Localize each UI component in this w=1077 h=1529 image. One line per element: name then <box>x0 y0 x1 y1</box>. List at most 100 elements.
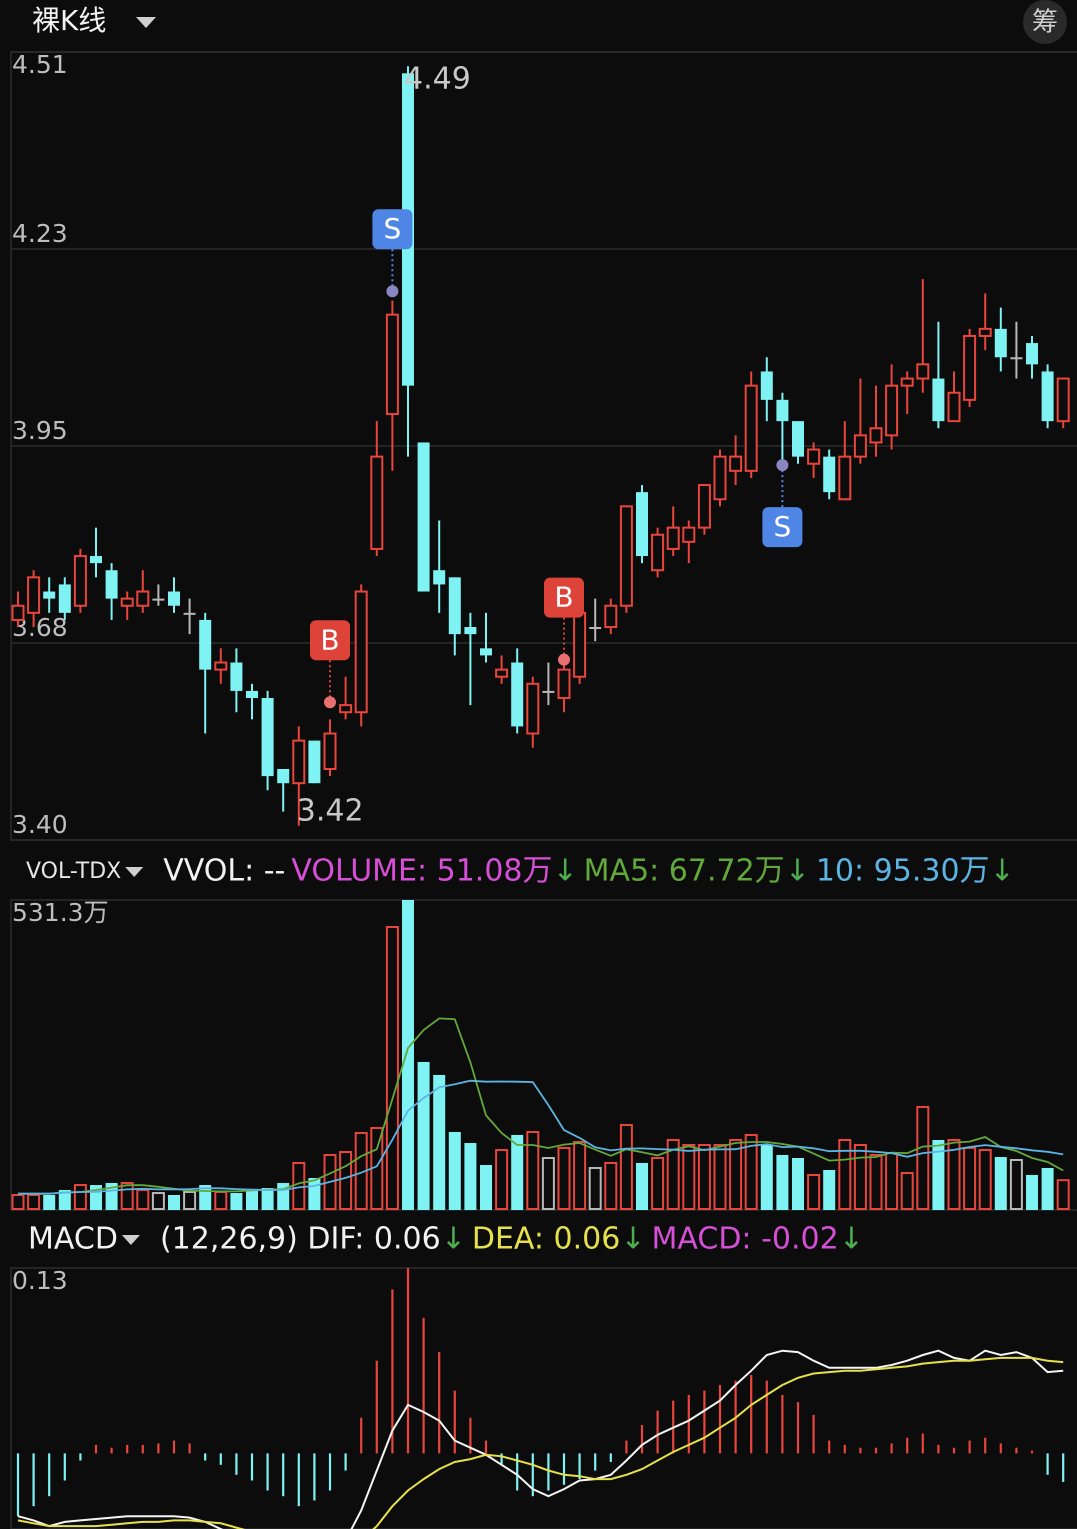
volume-bar <box>339 1151 353 1211</box>
candle-body <box>354 590 368 714</box>
volume-bar <box>183 1190 197 1210</box>
volume-bar <box>838 1138 852 1210</box>
volume-bar <box>636 1162 648 1210</box>
candle-body <box>666 526 680 550</box>
volume-bar <box>73 1184 87 1211</box>
y-tick-label: 0.13 <box>12 1266 68 1295</box>
signal-badge[interactable] <box>544 577 584 618</box>
candle-body <box>27 576 41 614</box>
candle-body <box>932 378 945 422</box>
candle-body <box>261 698 274 777</box>
volume-bar <box>760 1145 773 1210</box>
candle-body <box>744 384 758 472</box>
volume-bar <box>261 1188 274 1210</box>
candle-body <box>994 328 1007 358</box>
dropdown-icon[interactable] <box>125 867 144 877</box>
y-tick-label: 531.3万 <box>12 898 109 927</box>
extreme-label: 4.49 <box>404 62 471 97</box>
candle-body <box>542 690 555 693</box>
volume-bar <box>43 1195 56 1210</box>
chip-button-label[interactable]: 筹 <box>1032 8 1058 38</box>
macd-line <box>17 1356 1064 1529</box>
signal-dot <box>558 653 570 666</box>
candle-body <box>11 604 25 621</box>
signal-badge[interactable] <box>310 620 350 661</box>
signal-dot <box>386 285 399 298</box>
volume-bar <box>541 1157 555 1211</box>
dropdown-icon[interactable] <box>121 1235 140 1245</box>
indicator-label: VVOL: -- <box>163 854 285 889</box>
candle-body <box>682 526 696 543</box>
volume-bar <box>433 1074 446 1210</box>
candle-body <box>713 455 727 501</box>
candle-body <box>760 371 773 400</box>
volume-bar <box>651 1157 665 1211</box>
candle-body <box>370 455 384 550</box>
y-tick-label: 3.40 <box>12 810 68 839</box>
candle-body <box>385 313 399 416</box>
trend-arrow: ↓ <box>441 1222 466 1257</box>
indicator-label: VOLUME: 51.08万 <box>291 854 552 889</box>
signal-badge-label[interactable]: S <box>774 510 792 543</box>
chip-button[interactable] <box>1023 0 1067 44</box>
volume-bar <box>713 1144 727 1211</box>
candle-body <box>885 384 899 437</box>
candle-body <box>651 533 665 572</box>
candle-body <box>152 598 165 601</box>
volume-bar <box>744 1133 758 1211</box>
candle-body <box>43 591 56 599</box>
volume-bar <box>947 1138 961 1210</box>
candle-body <box>604 604 618 629</box>
volume-bar <box>619 1123 633 1211</box>
volume-bar <box>682 1144 696 1211</box>
volume-bar <box>1041 1167 1054 1210</box>
candle-body <box>292 739 306 785</box>
candle-body <box>136 590 150 607</box>
volume-bar <box>136 1188 150 1210</box>
volume-bar <box>402 900 414 1210</box>
trend-arrow: ↓ <box>990 854 1015 889</box>
dropdown-icon[interactable] <box>136 17 156 28</box>
y-tick-label: 4.23 <box>12 219 68 248</box>
candle-body <box>58 584 71 613</box>
candle-body <box>900 377 914 387</box>
volume-bar <box>994 1157 1007 1210</box>
volume-bar <box>869 1153 883 1211</box>
volume-bar <box>1056 1179 1070 1211</box>
volume-bar <box>963 1146 977 1211</box>
signal-badge[interactable] <box>762 507 803 548</box>
candle-body <box>480 648 492 656</box>
chart-title[interactable]: 裸K线 <box>32 4 106 37</box>
volume-bar <box>792 1158 804 1210</box>
volume-bar <box>557 1146 571 1211</box>
candle-body <box>1010 357 1023 360</box>
signal-badge-label[interactable]: B <box>554 581 573 614</box>
signal-badge[interactable] <box>372 209 413 250</box>
candle-body <box>90 556 102 564</box>
volume-bar <box>480 1165 492 1210</box>
trend-arrow: ↓ <box>785 854 810 889</box>
candle-body <box>589 627 602 630</box>
candle-body <box>1026 343 1038 365</box>
candle-body <box>120 597 134 607</box>
volume-bar <box>230 1193 243 1210</box>
indicator-label[interactable]: VOL-TDX <box>26 859 121 884</box>
indicator-label: MA5: 67.72万 <box>584 854 785 889</box>
indicator-label[interactable]: MACD <box>28 1222 118 1257</box>
candle-body <box>308 740 321 784</box>
candle-body <box>869 427 883 444</box>
extreme-label: 3.42 <box>297 793 364 828</box>
volume-bar <box>697 1144 711 1211</box>
candle-body <box>511 662 524 727</box>
candle-body <box>636 492 648 557</box>
signal-badge-label[interactable]: S <box>384 212 402 245</box>
candle-body <box>807 448 821 465</box>
volume-bar <box>464 1143 477 1210</box>
volume-bar <box>978 1149 992 1210</box>
candle-body <box>853 434 867 458</box>
signal-badge-label[interactable]: B <box>320 623 339 656</box>
candle-body <box>776 399 789 422</box>
